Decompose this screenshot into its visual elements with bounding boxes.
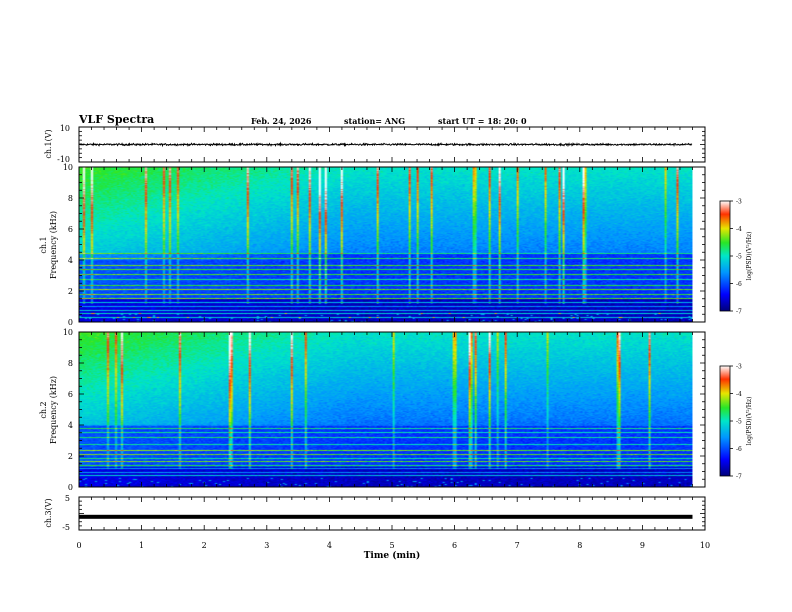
colorbar-tick-label: -6 <box>736 281 742 288</box>
time-tick-label: 3 <box>264 541 269 550</box>
ch1-colorbar <box>719 200 731 312</box>
time-tick-label: 1 <box>139 541 144 550</box>
frequency-tick-label: 8 <box>68 194 73 203</box>
frequency-tick-label: 2 <box>68 287 73 296</box>
ch3-ytick-bottom: -5 <box>62 523 70 532</box>
date-label: Feb. 24, 2026 <box>251 116 312 126</box>
ch2-colorbar-ticks: -3 -4 -5 -6 -7 <box>730 364 742 481</box>
ch2-spectrogram-ticks <box>78 331 706 488</box>
ch1-colorbar-label: log(PSD)(V²/Hz) <box>746 232 753 281</box>
time-tick-label: 9 <box>640 541 645 550</box>
ch1-waveform-panel: 10 -10 ch.1(V) <box>44 124 706 164</box>
ch1-spectrogram-ylabel-channel: ch.1 <box>39 236 48 253</box>
time-tick-label: 6 <box>452 541 457 550</box>
ch2-spectrogram-image <box>79 332 693 487</box>
time-axis-tick-labels: 0 1 2 3 4 5 6 7 8 9 10 <box>76 541 710 550</box>
colorbar-tick-label: -3 <box>736 199 742 206</box>
colorbar-tick-label: -4 <box>736 391 742 398</box>
colorbar-tick-label: -7 <box>736 309 742 316</box>
ch3-waveform-panel: 5 -5 ch.3(V) <box>44 494 706 532</box>
frequency-tick-label: 2 <box>68 452 73 461</box>
ch2-colorbar-label: log(PSD)(V²/Hz) <box>746 397 753 446</box>
time-tick-label: 5 <box>389 541 394 550</box>
colorbar-tick-label: -4 <box>736 226 742 233</box>
start-ut-label: start UT = 18: 20: 0 <box>438 116 527 126</box>
ch2-frequency-tick-labels: 0 2 4 6 8 10 <box>63 328 73 492</box>
ch1-spectrogram-image <box>79 167 693 322</box>
time-tick-label: 2 <box>202 541 207 550</box>
ch2-colorbar <box>719 365 731 477</box>
time-axis-label: Time (min) <box>364 550 421 561</box>
colorbar-tick-label: -5 <box>736 419 742 426</box>
figure-title: VLF Spectra <box>79 113 155 126</box>
ch1-ylabel: ch.1(V) <box>44 129 53 158</box>
ch3-waveform-ticks <box>78 496 706 531</box>
frequency-tick-label: 10 <box>63 328 73 337</box>
ch1-ytick-bottom: -10 <box>57 155 70 164</box>
ch3-ytick-top: 5 <box>65 494 70 503</box>
colorbar-tick-label: -3 <box>736 364 742 371</box>
ch1-ytick-top: 10 <box>60 124 70 133</box>
time-tick-label: 8 <box>577 541 582 550</box>
colorbar-tick-label: -5 <box>736 254 742 261</box>
time-tick-label: 0 <box>76 541 81 550</box>
frequency-tick-label: 4 <box>68 421 73 430</box>
frequency-tick-label: 10 <box>63 163 73 172</box>
ch1-frequency-tick-labels: 0 2 4 6 8 10 <box>63 163 73 327</box>
ch1-waveform-trace <box>78 141 693 148</box>
frequency-tick-label: 0 <box>68 318 73 327</box>
station-label: station= ANG <box>344 116 406 126</box>
ch1-spectrogram-ylabel-frequency: Frequency (kHz) <box>49 211 58 279</box>
time-tick-label: 4 <box>327 541 332 550</box>
ch3-ylabel: ch.3(V) <box>44 498 53 527</box>
time-tick-label: 7 <box>515 541 520 550</box>
frequency-tick-label: 0 <box>68 483 73 492</box>
time-tick-label: 10 <box>700 541 710 550</box>
ch1-spectrogram-ticks <box>78 166 706 323</box>
frequency-tick-label: 4 <box>68 256 73 265</box>
colorbar-tick-label: -6 <box>736 446 742 453</box>
ch2-spectrogram-ylabel-frequency: Frequency (kHz) <box>49 376 58 444</box>
frequency-tick-label: 6 <box>68 225 73 234</box>
ch1-waveform-ticks <box>78 126 706 163</box>
frequency-tick-label: 8 <box>68 359 73 368</box>
ch1-colorbar-ticks: -3 -4 -5 -6 -7 <box>730 199 742 316</box>
frequency-tick-label: 6 <box>68 390 73 399</box>
ch2-spectrogram-ylabel-channel: ch.2 <box>39 401 48 418</box>
colorbar-tick-label: -7 <box>736 474 742 481</box>
ch3-waveform-trace <box>79 514 693 519</box>
